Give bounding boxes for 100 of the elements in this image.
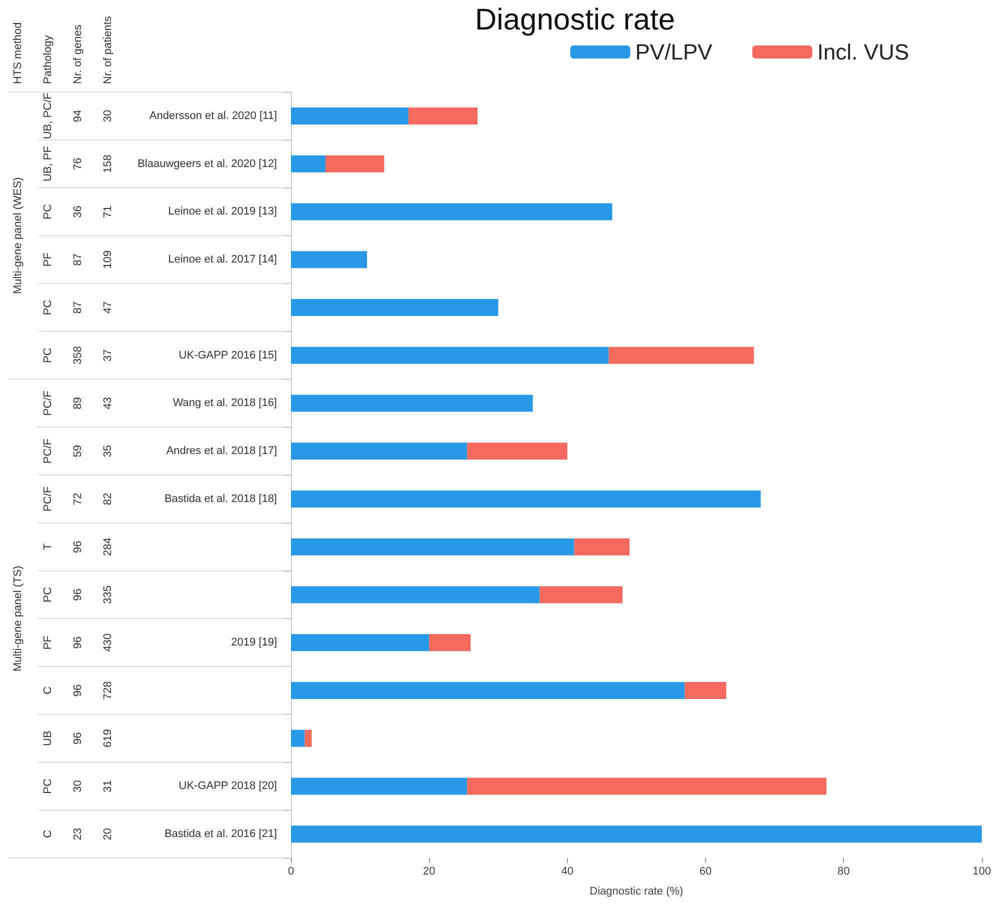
y-tick-label: Bastida et al. 2016 [21] — [164, 828, 277, 840]
bar — [684, 682, 726, 699]
text: 96 — [72, 684, 84, 697]
text: 72 — [72, 492, 84, 506]
bar — [574, 538, 630, 556]
bar — [291, 490, 761, 508]
y-tick-label: Andres et al. 2018 [17] — [166, 445, 277, 458]
text: 96 — [72, 732, 84, 744]
y-tick-label: Bastida et al. 2018 [18] — [164, 492, 277, 505]
text: 30 — [72, 780, 84, 792]
text: Nr. of patients — [102, 16, 114, 84]
text: 96 — [72, 636, 84, 649]
bar — [291, 826, 982, 843]
text: 89 — [72, 397, 84, 410]
bar — [467, 778, 826, 795]
text: 47 — [102, 301, 114, 314]
text: 619 — [102, 729, 114, 748]
text: UB, PF — [42, 146, 54, 182]
bar — [291, 442, 468, 460]
bar — [408, 107, 478, 124]
text: 158 — [102, 154, 114, 173]
text: Pathology — [42, 34, 54, 84]
text: 37 — [102, 349, 114, 362]
bar — [429, 634, 471, 652]
text: PC/F — [42, 438, 54, 464]
bar — [291, 730, 305, 747]
text: 430 — [102, 633, 114, 652]
bar — [291, 538, 574, 556]
text: 31 — [102, 780, 114, 792]
x-tick-label: 80 — [838, 866, 850, 878]
y-tick-label: UK-GAPP 2016 [15] — [178, 349, 277, 362]
text: Multi-gene panel (TS) — [12, 566, 24, 672]
x-tick-label: 40 — [561, 866, 574, 878]
text: 30 — [102, 110, 114, 122]
text: 43 — [102, 397, 114, 410]
text: C — [42, 686, 54, 694]
bar — [304, 730, 312, 747]
x-tick-label: 0 — [288, 866, 294, 878]
bar — [291, 155, 326, 172]
bar — [540, 586, 623, 604]
text: 358 — [72, 346, 84, 364]
bar — [291, 251, 367, 268]
text: C — [42, 830, 54, 838]
bar — [291, 682, 685, 699]
text: 36 — [72, 206, 84, 218]
text: PC/F — [42, 486, 54, 512]
text: PF — [42, 635, 54, 650]
bar — [291, 107, 408, 124]
bar — [291, 203, 612, 220]
bar — [291, 346, 609, 364]
x-tick-label: 100 — [972, 866, 992, 878]
x-axis-title: Diagnostic rate (%) — [590, 886, 684, 898]
text: Multi-gene panel (WES) — [12, 177, 24, 294]
x-tick-label: 20 — [423, 866, 436, 878]
y-tick-label: 2019 [19] — [231, 636, 277, 649]
text: HTS method — [12, 22, 24, 84]
text: 96 — [72, 588, 84, 601]
text: 35 — [102, 444, 114, 458]
text: PC/F — [42, 390, 54, 416]
text: 87 — [72, 301, 84, 314]
text: PC — [42, 348, 54, 363]
text: 284 — [102, 538, 114, 556]
y-tick-label: Leinoe et al. 2019 [13] — [168, 206, 277, 218]
bar — [326, 155, 384, 172]
text: 94 — [72, 110, 84, 122]
legend-label: Incl. VUS — [817, 40, 910, 64]
text: 96 — [72, 540, 84, 553]
y-tick-label: Blaauwgeers et al. 2020 [12] — [138, 158, 277, 170]
text: PC — [42, 300, 54, 316]
legend-label: PV/LPV — [635, 40, 713, 64]
bar — [291, 586, 540, 604]
text: PF — [42, 252, 54, 267]
text: UB, PC/F — [42, 92, 54, 140]
text: 76 — [72, 158, 84, 170]
chart-title: Diagnostic rate — [475, 4, 676, 36]
y-tick-label: Andersson et al. 2020 [11] — [149, 110, 277, 122]
text: PC — [42, 586, 54, 602]
text: T — [42, 543, 54, 550]
bar — [291, 298, 498, 316]
text: 23 — [72, 828, 84, 840]
text: 71 — [102, 206, 114, 218]
text: PC — [42, 204, 54, 220]
bar — [291, 394, 533, 412]
text: Nr. of genes — [72, 24, 84, 84]
text: 20 — [102, 828, 114, 840]
text: 59 — [72, 444, 84, 458]
bar — [467, 442, 568, 460]
y-tick-label: Leinoe et al. 2017 [14] — [168, 254, 277, 266]
text: 109 — [102, 250, 114, 269]
text: PC — [42, 778, 54, 794]
text: 87 — [72, 253, 84, 266]
y-tick-label: UK-GAPP 2018 [20] — [178, 780, 277, 792]
text: 82 — [102, 492, 114, 506]
x-tick-label: 60 — [699, 866, 712, 878]
text: 335 — [102, 586, 114, 604]
y-tick-label: Wang et al. 2018 [16] — [172, 397, 277, 410]
text: 728 — [102, 681, 114, 700]
bar — [291, 778, 468, 795]
bar — [608, 346, 754, 364]
text: UB — [42, 730, 54, 746]
